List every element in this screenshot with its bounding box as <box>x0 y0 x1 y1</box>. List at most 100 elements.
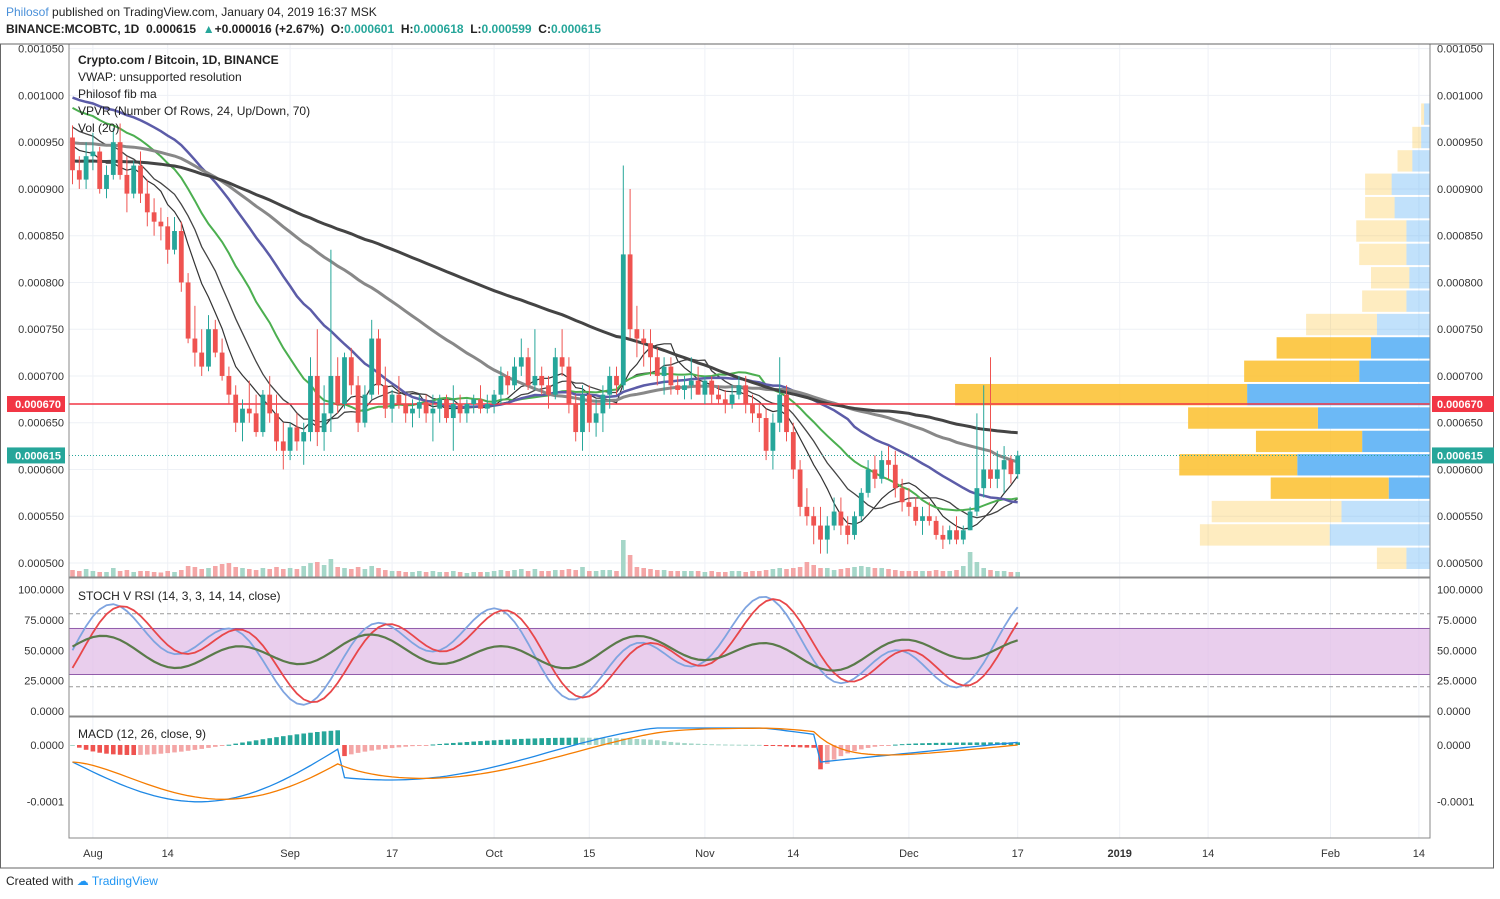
volume-bar <box>627 555 633 577</box>
volume-bar <box>947 571 952 577</box>
macd-histogram-bar <box>491 740 497 745</box>
volume-bar <box>485 572 490 577</box>
pane-frames <box>0 43 1494 869</box>
current-price-badge-label: 0.000615 <box>15 450 61 462</box>
volume-bar <box>471 572 476 577</box>
vpvr-down-bar <box>1341 500 1430 523</box>
author-link[interactable]: Philosof <box>6 5 49 19</box>
macd-histogram-bar <box>308 732 313 745</box>
price-tick-left: 0.000550 <box>18 511 64 523</box>
volume-bar <box>559 570 565 577</box>
x-tick: Aug <box>83 848 103 860</box>
x-tick: Sep <box>280 848 300 860</box>
candle-body <box>648 343 653 358</box>
legend-item[interactable]: Vol (20) <box>78 121 119 135</box>
candle-body <box>546 385 551 395</box>
volume-bar <box>512 570 517 577</box>
candle-body <box>416 402 422 409</box>
macd-histogram-bar <box>559 737 565 745</box>
footer: Created with ☁ TradingView <box>6 874 158 888</box>
macd-histogram-bar <box>981 742 986 745</box>
macd-histogram-bar <box>682 743 687 745</box>
candle-body <box>328 375 334 414</box>
volume-bar <box>281 569 286 577</box>
legend-item[interactable]: Philosof fib ma <box>78 87 157 101</box>
macd-histogram-bar <box>478 741 483 745</box>
tradingview-brand[interactable]: TradingView <box>91 874 158 888</box>
macd-title[interactable]: MACD (12, 26, close, 9) <box>78 727 206 741</box>
candle-body <box>641 338 647 344</box>
volume-bar <box>97 572 102 577</box>
price-tick-right: 0.000650 <box>1437 418 1483 430</box>
volume-bar <box>967 552 973 577</box>
ohlc-line: BINANCE:MCOBTC, 1D 0.000615 ▲+0.000016 (… <box>6 22 602 36</box>
candle-body <box>97 151 103 189</box>
volume-bar <box>478 572 483 577</box>
candle-body <box>1015 455 1021 475</box>
x-tick: 17 <box>1012 848 1024 860</box>
price-tick-right: 0.000950 <box>1437 137 1483 149</box>
vpvr-up-bar <box>1371 267 1410 289</box>
candle-body <box>192 338 198 353</box>
price-tick-left: 0.000900 <box>18 184 64 196</box>
volume-bar <box>124 570 130 577</box>
candle-body <box>552 357 558 395</box>
candle-body <box>212 329 218 353</box>
pane-frame <box>68 577 1431 717</box>
macd-histogram-bar <box>954 742 959 745</box>
candle-body <box>178 231 184 283</box>
volume-bar <box>573 570 578 577</box>
macd-histogram-bar <box>328 730 334 745</box>
candle-body <box>478 399 483 409</box>
legend-item[interactable]: VPVR (Number Of Rows, 24, Up/Down, 70) <box>78 104 310 118</box>
candle-body <box>750 404 755 414</box>
candle-body <box>423 402 429 414</box>
volume-bar <box>240 568 245 577</box>
macd-histogram-bar <box>967 742 973 745</box>
vpvr-up-bar <box>1270 477 1389 499</box>
volume-bar <box>872 568 878 577</box>
candle-body <box>240 408 245 423</box>
volume-bar <box>349 569 354 577</box>
candle-body <box>450 404 456 419</box>
macd-histogram-bar <box>838 745 844 757</box>
stoch-title[interactable]: STOCH V RSI (14, 3, 3, 14, 14, close) <box>78 589 281 603</box>
volume-bar <box>566 569 572 577</box>
volume-bar <box>172 572 177 577</box>
macd-histogram-bar <box>770 745 776 746</box>
volume-bar <box>553 570 558 577</box>
volume-bar <box>294 569 300 577</box>
macd-histogram-bar <box>600 737 606 745</box>
volume-bar <box>77 571 82 577</box>
x-tick: 14 <box>787 848 799 860</box>
volume-bar <box>702 572 708 577</box>
candle-body <box>403 404 409 414</box>
candle-body <box>620 254 626 386</box>
candle-body <box>559 357 565 367</box>
macd-histogram-bar <box>791 745 796 748</box>
tradingview-logo-icon[interactable]: ☁ <box>76 874 89 888</box>
x-tick: Oct <box>486 848 503 860</box>
candle-body <box>688 380 694 386</box>
candle-body <box>484 404 490 409</box>
candle-body <box>430 408 436 414</box>
candle-body <box>981 469 987 489</box>
vpvr-down-bar <box>1406 290 1430 312</box>
candle-body <box>498 375 504 395</box>
candle-body <box>926 516 932 521</box>
volume-bar <box>437 572 442 577</box>
legend-title: Crypto.com / Bitcoin, 1D, BINANCE <box>78 53 279 67</box>
vpvr-down-bar <box>1247 383 1430 406</box>
volume-bar <box>206 568 211 577</box>
macd-histogram-bar <box>355 745 361 753</box>
macd-histogram-bar <box>899 744 905 746</box>
price-tick-right: 0.000600 <box>1437 464 1483 476</box>
legend-item[interactable]: VWAP: unsupported resolution <box>78 70 242 84</box>
symbol-label: BINANCE:MCOBTC, 1D <box>6 22 140 36</box>
price-tick-right: 0.001050 <box>1437 44 1483 56</box>
candle-body <box>206 329 211 367</box>
volume-bar <box>675 571 680 577</box>
last-price: 0.000615 <box>146 22 197 36</box>
volume-bar <box>920 571 925 577</box>
